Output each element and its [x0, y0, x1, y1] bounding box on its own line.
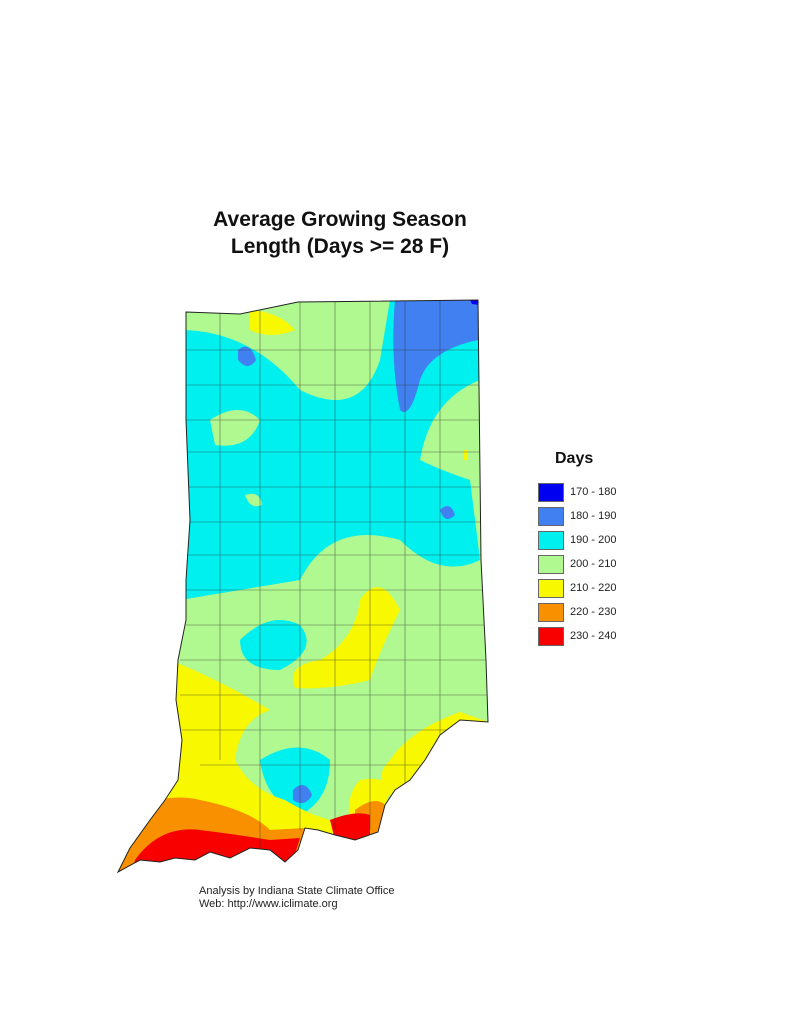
legend-item: 180 - 190 — [538, 504, 616, 528]
legend-label: 220 - 230 — [570, 606, 617, 618]
legend-swatch — [538, 578, 564, 598]
county-lines — [180, 300, 488, 850]
zone-200-210-islands — [210, 410, 262, 507]
legend-label: 170 - 180 — [570, 486, 617, 498]
legend-swatch — [538, 554, 564, 574]
legend-label: 210 - 220 — [570, 582, 617, 594]
legend-item: 200 - 210 — [538, 552, 616, 576]
legend-swatch — [538, 482, 564, 502]
map-title: Average Growing Season Length (Days >= 2… — [160, 206, 520, 260]
legend: Days 170 - 180 180 - 190 190 - 200 200 - 21… — [538, 450, 616, 648]
footer: Analysis by Indiana State Climate Office… — [199, 885, 394, 911]
legend-swatch — [538, 530, 564, 550]
legend-swatch — [538, 506, 564, 526]
legend-item: 190 - 200 — [538, 528, 616, 552]
legend-label: 230 - 240 — [570, 630, 617, 642]
title-line-1: Average Growing Season — [213, 208, 467, 231]
legend-label: 190 - 200 — [570, 534, 617, 546]
legend-label: 180 - 190 — [570, 510, 617, 522]
legend-swatch — [538, 602, 564, 622]
zone-170-180 — [470, 300, 480, 305]
zone-210-220 — [118, 310, 488, 872]
legend-title: Days — [555, 450, 594, 467]
legend-label: 200 - 210 — [570, 558, 617, 570]
legend-swatch — [538, 626, 564, 646]
title-line-2: Length (Days >= 28 F) — [230, 235, 450, 258]
zone-190-200-south — [240, 620, 330, 815]
legend-item: 220 - 230 — [538, 600, 616, 624]
footer-web: Web: http://www.iclimate.org — [199, 898, 338, 910]
legend-item: 210 - 220 — [538, 576, 616, 600]
footer-credit: Analysis by Indiana State Climate Office — [199, 885, 395, 897]
legend-item: 170 - 180 — [538, 480, 616, 504]
legend-item: 230 - 240 — [538, 624, 616, 648]
